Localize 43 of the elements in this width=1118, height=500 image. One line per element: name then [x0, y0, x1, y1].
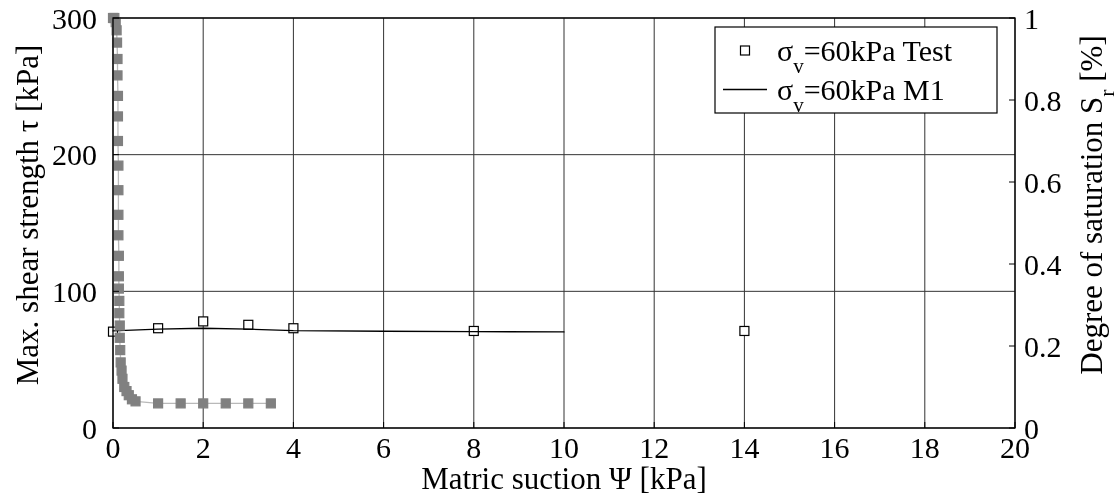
- y2-tick-label: 0.8: [1024, 83, 1062, 117]
- y-tick-label: 100: [52, 274, 97, 308]
- y2-tick-label: 1: [1024, 1, 1039, 35]
- point: [113, 160, 124, 171]
- x-tick-label: 18: [909, 431, 940, 464]
- point: [114, 295, 125, 306]
- y-axis-title: Max. shear strength τ [kPa]: [10, 44, 45, 386]
- point: [220, 398, 231, 409]
- point: [265, 398, 276, 409]
- point: [198, 398, 209, 409]
- point: [153, 398, 164, 409]
- x-tick-label: 8: [466, 431, 482, 464]
- point: [112, 70, 123, 81]
- point: [113, 283, 124, 294]
- x-tick-label: 4: [285, 431, 301, 464]
- x-tick-label: 2: [195, 431, 211, 464]
- point: [113, 185, 124, 196]
- point: [175, 398, 186, 409]
- point: [114, 320, 125, 331]
- point: [113, 230, 124, 241]
- point: [130, 396, 141, 407]
- x-tick-label: 10: [549, 431, 579, 464]
- point: [112, 111, 124, 122]
- y2-tick-label: 0.4: [1024, 247, 1062, 281]
- point: [114, 308, 125, 319]
- point: [114, 332, 125, 343]
- point: [115, 345, 126, 356]
- point: [243, 398, 254, 409]
- y2-tick-label: 0.2: [1024, 329, 1062, 363]
- point: [113, 250, 124, 261]
- x-axis-title: Matric suction Ψ [kPa]: [421, 461, 707, 496]
- point: [739, 325, 750, 337]
- y2-tick-label: 0.6: [1024, 165, 1062, 199]
- x-tick-label: 16: [819, 431, 850, 464]
- y-tick-label: 300: [52, 1, 97, 35]
- point: [113, 209, 124, 220]
- point: [113, 271, 124, 282]
- x-tick-label: 12: [639, 431, 670, 464]
- x-tick-label: 6: [376, 431, 392, 464]
- y-tick-label: 200: [52, 138, 97, 172]
- x-tick-label: 14: [729, 431, 760, 464]
- x-tick-label: 0: [105, 431, 121, 464]
- point: [198, 316, 209, 327]
